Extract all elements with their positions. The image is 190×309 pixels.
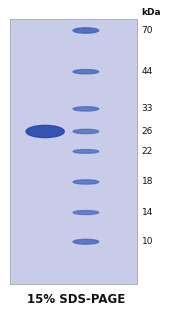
Text: 33: 33: [142, 104, 153, 113]
Ellipse shape: [73, 70, 99, 74]
Text: 44: 44: [142, 67, 153, 76]
Ellipse shape: [73, 28, 99, 33]
Ellipse shape: [73, 150, 99, 153]
Text: 14: 14: [142, 208, 153, 217]
Text: 10: 10: [142, 237, 153, 246]
Ellipse shape: [73, 180, 99, 184]
Text: kDa: kDa: [142, 8, 161, 17]
Text: 26: 26: [142, 127, 153, 136]
Text: 15% SDS-PAGE: 15% SDS-PAGE: [27, 293, 125, 306]
Ellipse shape: [73, 107, 99, 111]
Ellipse shape: [73, 129, 99, 133]
Text: 70: 70: [142, 26, 153, 35]
FancyBboxPatch shape: [10, 19, 137, 284]
Text: 22: 22: [142, 147, 153, 156]
Ellipse shape: [73, 210, 99, 214]
Ellipse shape: [26, 125, 64, 138]
Text: 18: 18: [142, 177, 153, 186]
Ellipse shape: [73, 239, 99, 244]
